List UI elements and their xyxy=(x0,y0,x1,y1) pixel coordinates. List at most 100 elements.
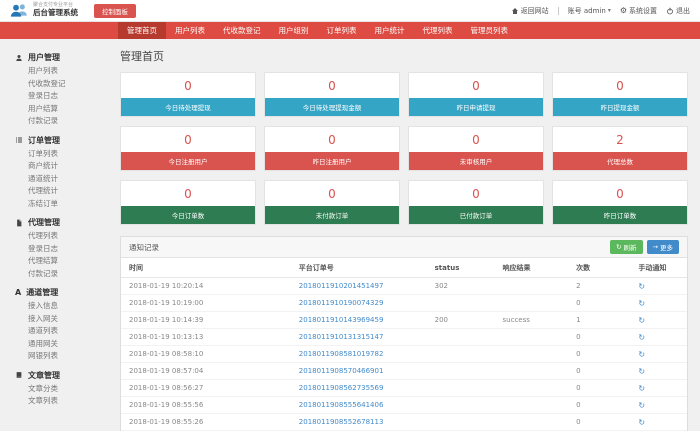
order-link[interactable]: 2018011910201451497 xyxy=(298,282,384,290)
table-row: 2018-01-19 08:57:04 2018011908570466901 … xyxy=(121,362,687,380)
manual-notify-refresh-icon[interactable]: ↻ xyxy=(638,383,646,393)
sidebar-item[interactable]: 订单列表 xyxy=(28,148,58,158)
table-row: 2018-01-19 08:56:27 2018011908562735569 … xyxy=(121,379,687,397)
stat-label: 今日订单数 xyxy=(121,206,255,224)
table-row: 2018-01-19 08:58:10 2018011908581019782 … xyxy=(121,345,687,363)
sidebar-section-head-users[interactable]: 用户管理 xyxy=(15,50,112,65)
stat-value: 0 xyxy=(616,79,624,93)
sidebar-section-head-agents[interactable]: 代理管理 xyxy=(15,215,112,230)
sidebar-item[interactable]: 商户统计 xyxy=(28,161,58,170)
cell-count: 0 xyxy=(568,413,631,431)
nav-tab-user-list[interactable]: 用户列表 xyxy=(175,26,205,35)
cell-result xyxy=(494,413,569,431)
sidebar-section-agents: 代理管理 代理列表 登录日志 代理结算 付款记录 xyxy=(15,215,112,280)
sidebar-item[interactable]: 接入网关 xyxy=(28,313,58,323)
sidebar-item[interactable]: 文章列表 xyxy=(28,396,58,405)
cell-status xyxy=(426,362,495,380)
sidebar-item[interactable]: 文章分类 xyxy=(28,383,58,393)
system-settings-link[interactable]: ⚙ 系统设置 xyxy=(620,6,657,16)
sidebar: 用户管理 用户列表 代收款登记 登录日志 用户结算 付款记录 订单管理 订单列表… xyxy=(0,39,112,431)
nav-tab-admin-list[interactable]: 管理员列表 xyxy=(470,26,509,35)
order-link[interactable]: 2018011908552678113 xyxy=(298,418,384,426)
nav-tab-admin-home[interactable]: 管理首页 xyxy=(118,22,166,39)
brand-title: 后台管理系统 xyxy=(33,8,78,18)
cell-status: 200 xyxy=(426,311,495,329)
manual-notify-refresh-icon[interactable]: ↻ xyxy=(638,349,646,359)
notification-table: 时间 平台订单号 status 响应结果 次数 手动通知 2018-01-19 … xyxy=(121,258,687,431)
manual-notify-refresh-icon[interactable]: ↻ xyxy=(638,417,646,427)
order-link[interactable]: 2018011910131315147 xyxy=(298,333,384,341)
order-link[interactable]: 2018011908570466901 xyxy=(298,367,384,375)
nav-tab-user-group[interactable]: 用户组别 xyxy=(278,26,309,35)
order-link[interactable]: 2018011908555641406 xyxy=(298,401,384,409)
stat-label: 未审核用户 xyxy=(409,152,543,170)
order-link[interactable]: 2018011910143969459 xyxy=(298,316,384,324)
stat-value: 0 xyxy=(184,133,192,147)
sidebar-section-head-channels[interactable]: A 通道管理 xyxy=(15,285,112,300)
logout-link[interactable]: 退出 xyxy=(666,6,690,16)
manual-notify-refresh-icon[interactable]: ↻ xyxy=(638,366,646,376)
sidebar-item[interactable]: 付款记录 xyxy=(28,268,58,278)
stat-label: 昨日申请提现 xyxy=(409,98,543,116)
stat-value: 2 xyxy=(616,133,624,147)
sidebar-item[interactable]: 代收款登记 xyxy=(28,78,66,88)
account-menu[interactable]: 账号 admin ▾ xyxy=(568,6,611,16)
manual-notify-refresh-icon[interactable]: ↻ xyxy=(638,281,646,291)
sidebar-item[interactable]: 付款记录 xyxy=(28,116,58,125)
refresh-button[interactable]: ↻ 刷新 xyxy=(610,240,643,254)
sidebar-item[interactable]: 通道统计 xyxy=(28,173,58,183)
sidebar-item[interactable]: 代理结算 xyxy=(28,256,58,265)
cell-time: 2018-01-19 10:19:00 xyxy=(121,294,291,312)
order-link[interactable]: 2018011910190074329 xyxy=(298,299,384,307)
col-header-result: 响应结果 xyxy=(494,258,569,278)
cell-count: 0 xyxy=(568,294,631,312)
sidebar-item[interactable]: 接入信息 xyxy=(28,301,58,310)
cell-result xyxy=(494,379,569,397)
nav-tab-order-list[interactable]: 订单列表 xyxy=(326,26,357,35)
table-row: 2018-01-19 10:14:39 2018011910143969459 … xyxy=(121,311,687,329)
col-header-count: 次数 xyxy=(568,258,631,278)
cell-status: 302 xyxy=(426,277,495,295)
brand-subtitle: 聚合支付专业平台 xyxy=(33,2,74,9)
stat-row-orders: 0 今日订单数 0 未付款订单 0 已付款订单 0 昨日订单数 xyxy=(120,180,688,225)
sidebar-section-head-articles[interactable]: 文章管理 xyxy=(15,368,112,383)
stat-card: 0 今日待处理提现 xyxy=(120,72,256,117)
stat-card: 0 今日待处理提现金额 xyxy=(264,72,400,117)
sidebar-item[interactable]: 冻结订单 xyxy=(28,198,58,208)
manual-notify-refresh-icon[interactable]: ↻ xyxy=(638,332,646,342)
cell-count: 0 xyxy=(568,362,631,380)
order-link[interactable]: 2018011908581019782 xyxy=(298,350,384,358)
sidebar-item[interactable]: 代理列表 xyxy=(28,231,58,240)
more-button[interactable]: → 更多 xyxy=(646,240,679,254)
manual-notify-refresh-icon[interactable]: ↻ xyxy=(638,315,646,325)
sidebar-item[interactable]: 通用网关 xyxy=(28,338,58,348)
col-header-manual-notify: 手动通知 xyxy=(630,258,687,278)
user-icon xyxy=(16,54,22,61)
sidebar-item[interactable]: 通道列表 xyxy=(28,326,58,335)
manual-notify-refresh-icon[interactable]: ↻ xyxy=(638,400,646,410)
col-header-order-no: 平台订单号 xyxy=(290,258,427,278)
sidebar-section-head-orders[interactable]: 订单管理 xyxy=(15,133,112,148)
section-title: 用户管理 xyxy=(28,53,60,62)
sidebar-item[interactable]: 登录日志 xyxy=(28,243,58,253)
sidebar-item[interactable]: 代理统计 xyxy=(28,186,58,195)
order-link[interactable]: 2018011908562735569 xyxy=(298,384,384,392)
cell-time: 2018-01-19 08:55:26 xyxy=(121,413,291,431)
nav-tab-agent-list[interactable]: 代理列表 xyxy=(422,26,453,35)
sidebar-item[interactable]: 登录日志 xyxy=(28,91,58,100)
manual-notify-refresh-icon[interactable]: ↻ xyxy=(638,298,646,308)
control-panel-badge[interactable]: 控制面板 xyxy=(94,3,136,18)
cell-status xyxy=(426,328,495,346)
back-to-site-link[interactable]: 返回网站 xyxy=(511,6,549,16)
stat-label: 今日待处理提现金额 xyxy=(265,98,399,116)
stat-card: 0 昨日注册用户 xyxy=(264,126,400,171)
brand[interactable]: 聚合支付专业平台 后台管理系统 xyxy=(10,3,78,18)
nav-tab-user-stats[interactable]: 用户统计 xyxy=(374,26,405,35)
nav-tab-collection-register[interactable]: 代收款登记 xyxy=(223,26,261,35)
home-icon xyxy=(511,7,519,15)
sidebar-item[interactable]: 网银列表 xyxy=(28,351,58,360)
cell-result: success xyxy=(494,311,569,329)
sidebar-item[interactable]: 用户结算 xyxy=(28,103,58,113)
sidebar-item[interactable]: 用户列表 xyxy=(28,66,58,75)
cell-count: 0 xyxy=(568,396,631,414)
